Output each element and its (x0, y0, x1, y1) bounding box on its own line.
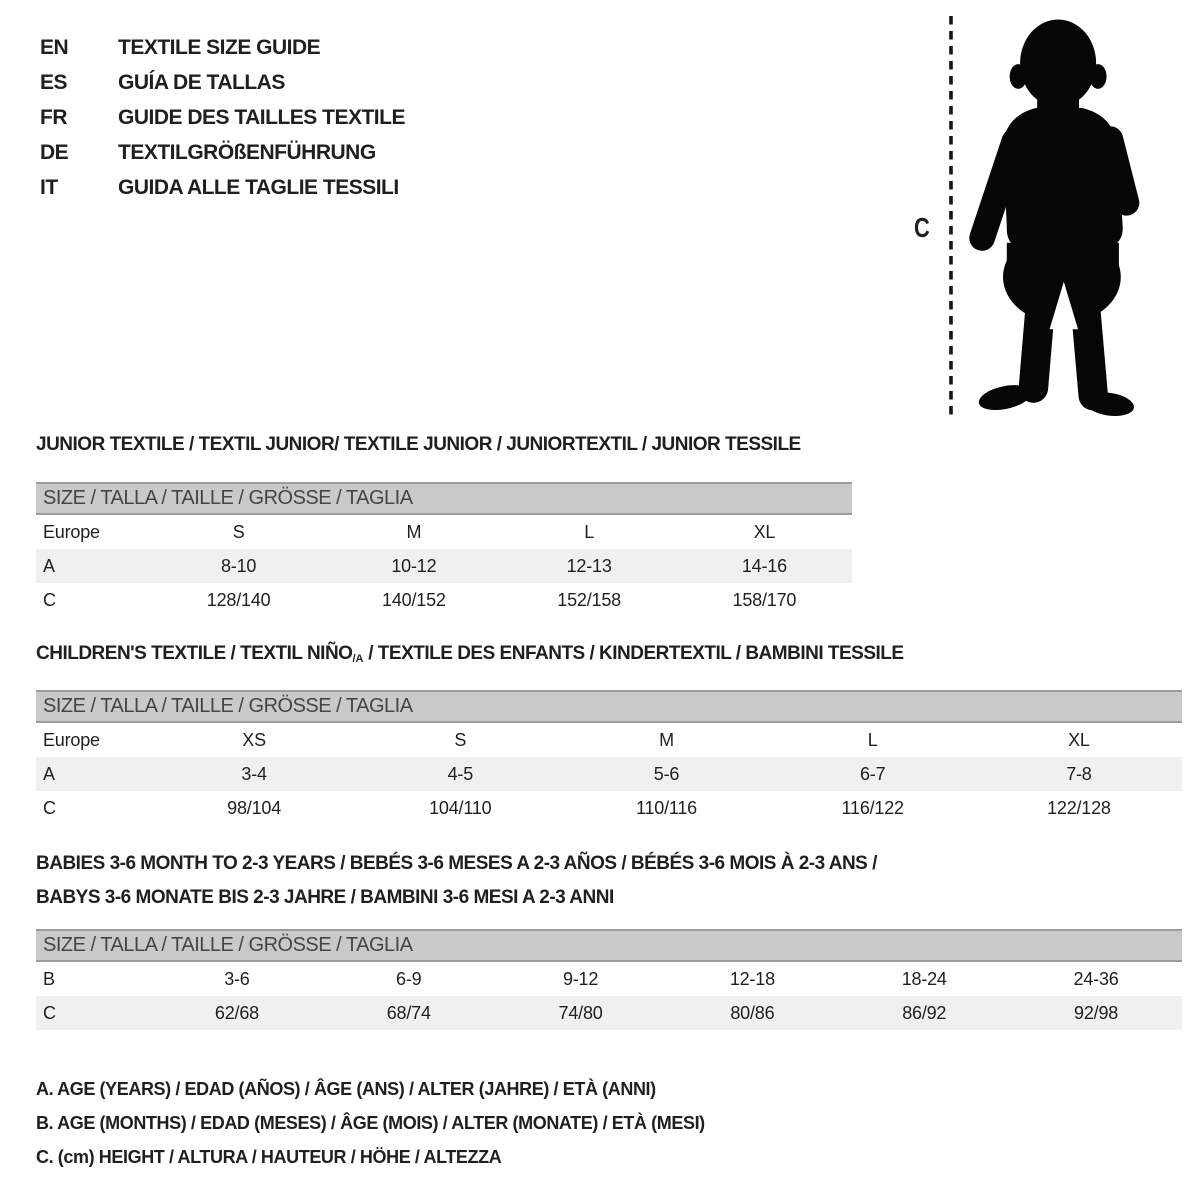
size-header-bar: SIZE / TALLA / TAILLE / GRÖSSE / TAGLIA (36, 690, 1182, 723)
legend-line-c: C. (cm) HEIGHT / ALTURA / HAUTEUR / HÖHE… (36, 1147, 502, 1167)
value-cell: 116/122 (841, 797, 905, 818)
language-code: EN (40, 35, 69, 59)
language-title: GUIDE DES TAILLES TEXTILE (118, 105, 405, 129)
table-row-c: C 62/68 68/74 74/80 80/86 86/92 92/98 (36, 996, 1182, 1030)
legend-line-b: B. AGE (MONTHS) / EDAD (MESES) / ÂGE (MO… (36, 1113, 705, 1133)
value-cell: 80/86 (730, 1002, 775, 1023)
value-cell: 24-36 (1073, 968, 1119, 989)
language-title: TEXTILE SIZE GUIDE (118, 35, 321, 59)
row-label: A (43, 763, 55, 784)
children-title-part1: CHILDREN'S TEXTILE / TEXTIL NIÑO (36, 643, 353, 664)
value-cell: 158/170 (732, 589, 797, 610)
table-row-a: A 8-10 10-12 12-13 14-16 (36, 549, 852, 583)
language-row-en: EN TEXTILE SIZE GUIDE (40, 30, 405, 65)
language-title: GUÍA DE TALLAS (118, 70, 285, 94)
row-label: C (43, 589, 56, 610)
babies-title-line1: BABIES 3-6 MONTH TO 2-3 YEARS / BEBÉS 3-… (36, 853, 877, 874)
table-row-a: A 3-4 4-5 5-6 6-7 7-8 (36, 757, 1182, 791)
value-cell: 128/140 (206, 589, 271, 610)
language-title-list: EN TEXTILE SIZE GUIDE ES GUÍA DE TALLAS … (40, 30, 405, 205)
table-row-europe: Europe XS S M L XL (36, 723, 1182, 757)
language-row-es: ES GUÍA DE TALLAS (40, 65, 405, 100)
language-row-de: DE TEXTILGRÖßENFÜHRUNG (40, 135, 405, 170)
junior-section-title: JUNIOR TEXTILE / TEXTIL JUNIOR/ TEXTILE … (36, 434, 801, 455)
value-cell: 140/152 (382, 589, 446, 610)
value-cell: 74/80 (558, 1002, 603, 1023)
children-section-title: CHILDREN'S TEXTILE / TEXTIL NIÑO/A / TEX… (36, 643, 904, 667)
value-cell: 68/74 (386, 1002, 431, 1023)
value-cell: 9-12 (562, 968, 599, 989)
size-cell: M (406, 521, 422, 542)
language-code: IT (40, 175, 58, 199)
babies-section-title: BABIES 3-6 MONTH TO 2-3 YEARS / BEBÉS 3-… (36, 847, 877, 915)
value-cell: 86/92 (902, 1002, 947, 1023)
legend-line-a: A. AGE (YEARS) / EDAD (AÑOS) / ÂGE (ANS)… (36, 1079, 656, 1099)
value-cell: 110/116 (636, 797, 697, 818)
row-label: C (43, 797, 56, 818)
table-row-b: B 3-6 6-9 9-12 12-18 18-24 24-36 (36, 962, 1182, 996)
row-label: C (43, 1002, 56, 1023)
value-cell: 12-13 (566, 555, 612, 576)
size-cell: S (454, 729, 467, 750)
value-cell: 122/128 (1047, 797, 1111, 818)
language-code: FR (40, 105, 68, 129)
size-cell: XL (1068, 729, 1090, 750)
value-cell: 12-18 (729, 968, 775, 989)
value-cell: 3-6 (224, 968, 250, 989)
table-row-europe: Europe S M L XL (36, 515, 852, 549)
size-cell: L (867, 729, 878, 750)
toddler-silhouette-icon (969, 19, 1140, 417)
children-title-sub: /A (352, 653, 364, 665)
table-row-c: C 98/104 104/110 110/116 116/122 122/128 (36, 791, 1182, 825)
value-cell: 104/110 (429, 797, 492, 818)
babies-title-line2: BABYS 3-6 MONATE BIS 2-3 JAHRE / BAMBINI… (36, 887, 614, 908)
size-cell: XS (242, 729, 266, 750)
language-row-fr: FR GUIDE DES TAILLES TEXTILE (40, 100, 405, 135)
value-cell: 98/104 (227, 797, 282, 818)
language-title: GUIDA ALLE TAGLIE TESSILI (118, 175, 399, 199)
babies-size-table: SIZE / TALLA / TAILLE / GRÖSSE / TAGLIA … (36, 929, 1182, 1030)
table-row-c: C 128/140 140/152 152/158 158/170 (36, 583, 852, 617)
size-cell: L (584, 521, 595, 542)
value-cell: 62/68 (214, 1002, 259, 1023)
value-cell: 7-8 (1066, 763, 1092, 784)
size-cell: S (232, 521, 245, 542)
size-cell: M (659, 729, 674, 750)
value-cell: 4-5 (447, 763, 474, 784)
value-cell: 92/98 (1074, 1002, 1119, 1023)
language-code: ES (40, 70, 68, 94)
language-row-it: IT GUIDA ALLE TAGLIE TESSILI (40, 170, 405, 205)
value-cell: 6-7 (860, 763, 886, 784)
children-size-table: SIZE / TALLA / TAILLE / GRÖSSE / TAGLIA … (36, 690, 1182, 825)
value-cell: 6-9 (396, 968, 422, 989)
value-cell: 3-4 (241, 763, 267, 784)
value-cell: 14-16 (741, 555, 787, 576)
value-cell: 8-10 (221, 555, 257, 576)
row-label: B (43, 968, 55, 989)
measurement-legend: A. AGE (YEARS) / EDAD (AÑOS) / ÂGE (ANS)… (36, 1072, 705, 1174)
size-header-bar: SIZE / TALLA / TAILLE / GRÖSSE / TAGLIA (36, 482, 852, 515)
value-cell: 18-24 (901, 968, 947, 989)
size-cell: XL (753, 521, 776, 542)
language-code: DE (40, 140, 69, 164)
size-header-bar: SIZE / TALLA / TAILLE / GRÖSSE / TAGLIA (36, 929, 1182, 962)
row-label: Europe (43, 521, 100, 542)
junior-size-table: SIZE / TALLA / TAILLE / GRÖSSE / TAGLIA … (36, 482, 852, 617)
value-cell: 10-12 (391, 555, 437, 576)
value-cell: 152/158 (557, 589, 621, 610)
row-label: A (43, 555, 55, 576)
height-measure-label: C (914, 212, 930, 243)
row-label: Europe (43, 729, 100, 750)
height-measure-line (949, 16, 953, 418)
language-title: TEXTILGRÖßENFÜHRUNG (118, 140, 376, 164)
children-title-part2: / TEXTILE DES ENFANTS / KINDERTEXTIL / B… (363, 643, 904, 664)
value-cell: 5-6 (653, 763, 680, 784)
